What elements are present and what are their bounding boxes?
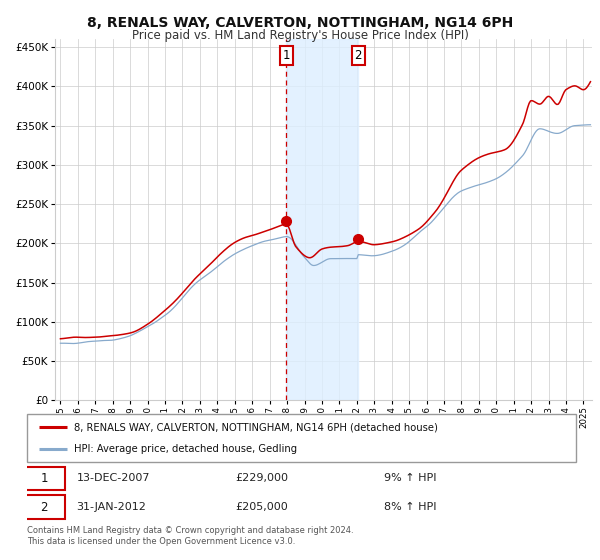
Text: 2: 2	[355, 49, 362, 62]
FancyBboxPatch shape	[24, 496, 65, 519]
Text: 1: 1	[283, 49, 290, 62]
Text: £205,000: £205,000	[236, 502, 289, 512]
Text: HPI: Average price, detached house, Gedling: HPI: Average price, detached house, Gedl…	[74, 444, 297, 454]
Text: £229,000: £229,000	[236, 473, 289, 483]
Text: Contains HM Land Registry data © Crown copyright and database right 2024.
This d: Contains HM Land Registry data © Crown c…	[27, 526, 353, 546]
Text: 31-JAN-2012: 31-JAN-2012	[76, 502, 146, 512]
Text: 1: 1	[41, 472, 48, 485]
Text: 2: 2	[41, 501, 48, 514]
Bar	[286, 39, 358, 400]
Text: 9% ↑ HPI: 9% ↑ HPI	[384, 473, 436, 483]
Text: 8% ↑ HPI: 8% ↑ HPI	[384, 502, 436, 512]
Text: Price paid vs. HM Land Registry's House Price Index (HPI): Price paid vs. HM Land Registry's House …	[131, 29, 469, 42]
Text: 8, RENALS WAY, CALVERTON, NOTTINGHAM, NG14 6PH (detached house): 8, RENALS WAY, CALVERTON, NOTTINGHAM, NG…	[74, 422, 437, 432]
Text: 8, RENALS WAY, CALVERTON, NOTTINGHAM, NG14 6PH: 8, RENALS WAY, CALVERTON, NOTTINGHAM, NG…	[87, 16, 513, 30]
FancyBboxPatch shape	[24, 466, 65, 490]
Text: 13-DEC-2007: 13-DEC-2007	[76, 473, 150, 483]
